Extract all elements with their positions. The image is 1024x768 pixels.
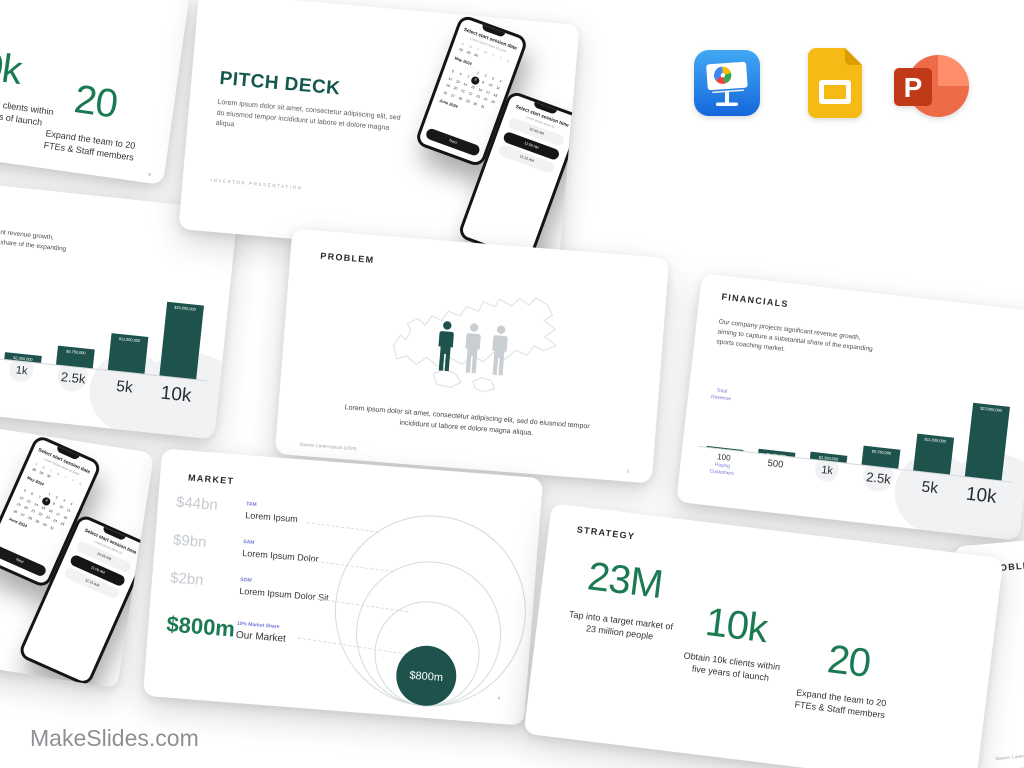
market-name: Lorem Ipsum Dolor Sit [238, 585, 330, 603]
person-icon-highlighted [438, 321, 454, 372]
market-value: $2bn [169, 569, 205, 590]
market-tag: 10% Market Share [236, 620, 280, 631]
x-tick-label: 2.5k [60, 369, 87, 387]
page-number: 2 [626, 468, 630, 474]
slide-title: STRATEGY [576, 524, 636, 542]
bubble-label: $800m [409, 670, 443, 685]
market-tag: TAM [245, 501, 257, 508]
slide-market: MARKET $44bn TAM Lorem Ipsum $9bn SAM Lo… [142, 448, 544, 726]
market-tag: SOM [240, 576, 252, 584]
slide-title: MARKET [187, 472, 235, 487]
slide-pitch-deck-partial: PITCH DECK Select start session dateLore… [0, 393, 155, 689]
slide-body-text: Lorem ipsum dolor sit amet, consectetur … [215, 98, 401, 132]
market-value: $44bn [175, 493, 219, 514]
slide-problem: PROBLEM Lorem ipsum dolor sit amet, cons… [274, 228, 670, 484]
stat-caption: Expand the team to 20 FTEs & Staff membe… [43, 128, 136, 163]
people-icons [438, 321, 508, 376]
map-outline [393, 297, 557, 393]
bar-10k [159, 301, 204, 380]
stat-caption: Expand the team to 20 FTEs & Staff membe… [794, 687, 887, 720]
x-tick-label: 2.5k [865, 469, 892, 487]
our-market-bubble [396, 645, 457, 706]
x-tick-label: 1k [15, 364, 29, 378]
google-slides-icon[interactable] [808, 48, 862, 118]
brand-wordmark: MakeSlides.com [30, 725, 199, 751]
slide-financials: FINANCIALS Our company projects signific… [676, 273, 1024, 541]
calendar-day[interactable]: 25 [490, 99, 496, 105]
market-name: Lorem Ipsum [244, 510, 299, 525]
slide-title: PROBLEM [320, 250, 375, 266]
person-icon [492, 325, 508, 376]
page-number: 4 [497, 695, 501, 701]
slide-strategy: STRATEGY 23M Tap into a target market of… [523, 503, 1004, 768]
person-icon [465, 323, 481, 374]
slide-body-text: Our company projects significant revenue… [0, 220, 67, 253]
keynote-icon[interactable] [694, 50, 760, 116]
slide-body-text: Lorem ipsum dolor sit amet, consectetur … [344, 404, 590, 437]
market-value: $9bn [172, 531, 208, 552]
slide-title: PITCH DECK [218, 67, 342, 100]
svg-text:P: P [904, 72, 923, 103]
market-name: Lorem Ipsum Dolor [241, 548, 320, 564]
calendar-day[interactable]: 31 [480, 103, 486, 109]
page-number: 9 [147, 171, 152, 178]
market-value-our: $800m [165, 611, 236, 642]
market-tag: SAM [242, 539, 255, 546]
slide-strategy-partial: 10k Obtain 10k clients within five years… [0, 0, 190, 186]
tam-sam-som-circles: $800m [334, 515, 526, 707]
source-note: Source: Lorem Ipsum (2024) [995, 751, 1024, 761]
next-button[interactable]: Next [0, 544, 48, 578]
powerpoint-icon[interactable]: P [890, 48, 970, 118]
next-button[interactable]: Next [424, 127, 481, 157]
slide-pitch-deck: PITCH DECK Lorem ipsum dolor sit amet, c… [178, 0, 580, 263]
market-name: Our Market [235, 629, 287, 645]
source-note: Source: Lorem Ipsum (2024) [299, 441, 357, 452]
slide-footer: INVESTOR PRESENTATION [210, 177, 303, 191]
slide-title: FINANCIALS [721, 291, 790, 310]
